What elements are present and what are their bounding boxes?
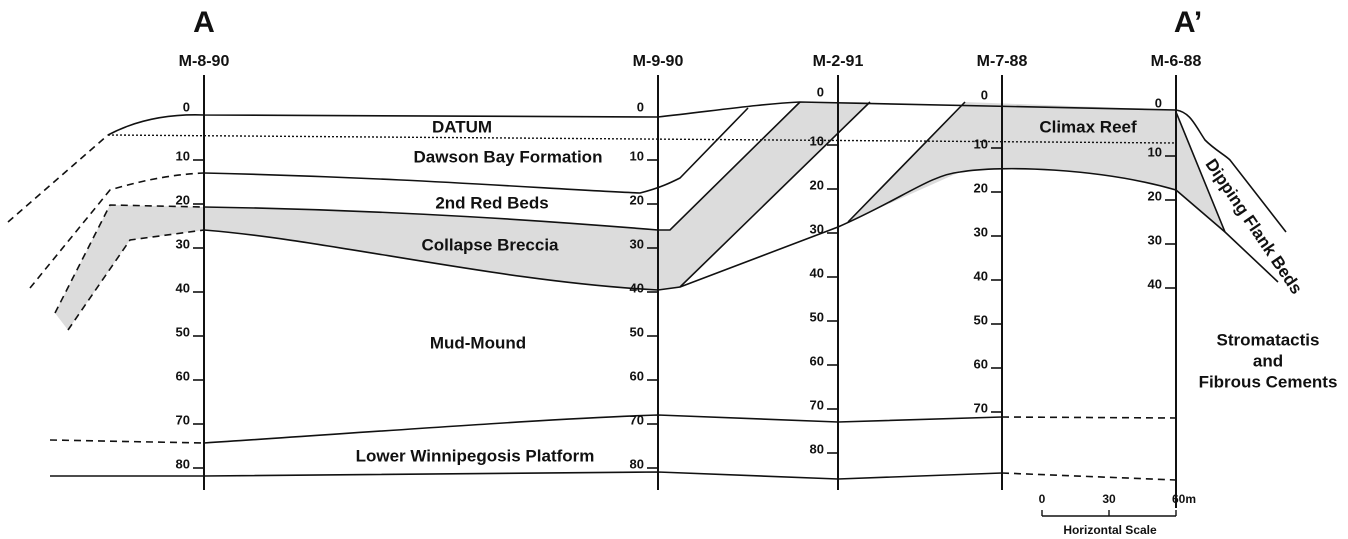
- scale-label: Horizontal Scale: [1063, 523, 1157, 537]
- section-end: A’: [1174, 6, 1202, 39]
- scale-tick-label: 0: [1039, 492, 1046, 506]
- depth-label: 50: [630, 324, 644, 339]
- well-name: M-7-88: [977, 53, 1028, 70]
- well-name: M-8-90: [179, 53, 230, 70]
- contact-line: [1001, 416, 1177, 419]
- depth-label: 20: [176, 192, 190, 207]
- depth-label: 80: [810, 441, 824, 456]
- depth-label: 30: [176, 236, 190, 251]
- depth-label: 30: [1148, 232, 1162, 247]
- depth-label: 20: [810, 177, 824, 192]
- contact-line: [107, 101, 1287, 233]
- scale-tick-label: 60m: [1172, 492, 1196, 506]
- depth-label: 20: [974, 180, 988, 195]
- fills: [55, 102, 1225, 330]
- well-name: M-2-91: [813, 53, 864, 70]
- depth-label: 50: [810, 309, 824, 324]
- depth-label: 10: [1148, 144, 1162, 159]
- depth-label: 40: [810, 265, 824, 280]
- section-start: A: [193, 6, 215, 39]
- climax-reef-fill: [848, 102, 1225, 232]
- depth-label: 10: [810, 133, 824, 148]
- depth-label: 50: [974, 312, 988, 327]
- unit-label: Collapse Breccia: [421, 235, 559, 254]
- contact-line: [1001, 472, 1177, 481]
- depth-label: 20: [1148, 188, 1162, 203]
- unit-label: 2nd Red Beds: [435, 193, 548, 212]
- depth-label: 10: [630, 148, 644, 163]
- unit-label: and: [1253, 351, 1283, 370]
- contact-line: [1175, 111, 1226, 233]
- depth-label: 70: [176, 412, 190, 427]
- depth-label: 70: [974, 400, 988, 415]
- depth-label: 0: [637, 99, 644, 114]
- depth-label: 70: [810, 397, 824, 412]
- depth-label: 40: [1148, 276, 1162, 291]
- contact-line: [679, 167, 1279, 288]
- depth-label: 80: [176, 456, 190, 471]
- depth-label: 80: [630, 456, 644, 471]
- depth-label: 0: [183, 99, 190, 114]
- depth-label: 30: [810, 221, 824, 236]
- depth-label: 70: [630, 412, 644, 427]
- collapse-breccia-fill: [55, 102, 870, 330]
- unit-label: Dipping Flank Beds: [1202, 155, 1306, 297]
- depth-label: 30: [630, 236, 644, 251]
- depth-label: 0: [981, 87, 988, 102]
- well-name: M-9-90: [633, 53, 684, 70]
- well-name: M-6-88: [1151, 53, 1202, 70]
- contact-line: [203, 414, 1003, 444]
- depth-label: 60: [974, 356, 988, 371]
- depth-label: 0: [817, 84, 824, 99]
- unit-label: Mud-Mound: [430, 333, 526, 352]
- contact-line: [54, 204, 205, 314]
- contact-line: [847, 101, 966, 223]
- depth-label: 40: [176, 280, 190, 295]
- depth-label: 10: [176, 148, 190, 163]
- unit-label: Dawson Bay Formation: [414, 147, 603, 166]
- contact-line: [50, 471, 1003, 480]
- depth-label: 60: [630, 368, 644, 383]
- depth-label: 0: [1155, 95, 1162, 110]
- contact-line: [49, 439, 205, 444]
- unit-label: Climax Reef: [1039, 117, 1137, 136]
- contact-line: [67, 229, 205, 331]
- depth-label: 40: [630, 280, 644, 295]
- strata-lines: [7, 101, 1287, 481]
- depth-label: 10: [974, 136, 988, 151]
- unit-label: DATUM: [432, 117, 492, 136]
- depth-label: 40: [974, 268, 988, 283]
- contact-line: [203, 101, 801, 231]
- unit-label: Lower Winnipegosis Platform: [356, 446, 595, 465]
- depth-label: 50: [176, 324, 190, 339]
- depth-label: 60: [176, 368, 190, 383]
- depth-label: 60: [810, 353, 824, 368]
- depth-label: 20: [630, 192, 644, 207]
- unit-label: Stromatactis: [1217, 330, 1320, 349]
- contact-line: [7, 134, 109, 223]
- contact-line: [203, 101, 871, 291]
- contact-line: [203, 107, 749, 194]
- depth-label: 30: [974, 224, 988, 239]
- scale-tick-label: 30: [1102, 492, 1116, 506]
- unit-label: Fibrous Cements: [1199, 372, 1338, 391]
